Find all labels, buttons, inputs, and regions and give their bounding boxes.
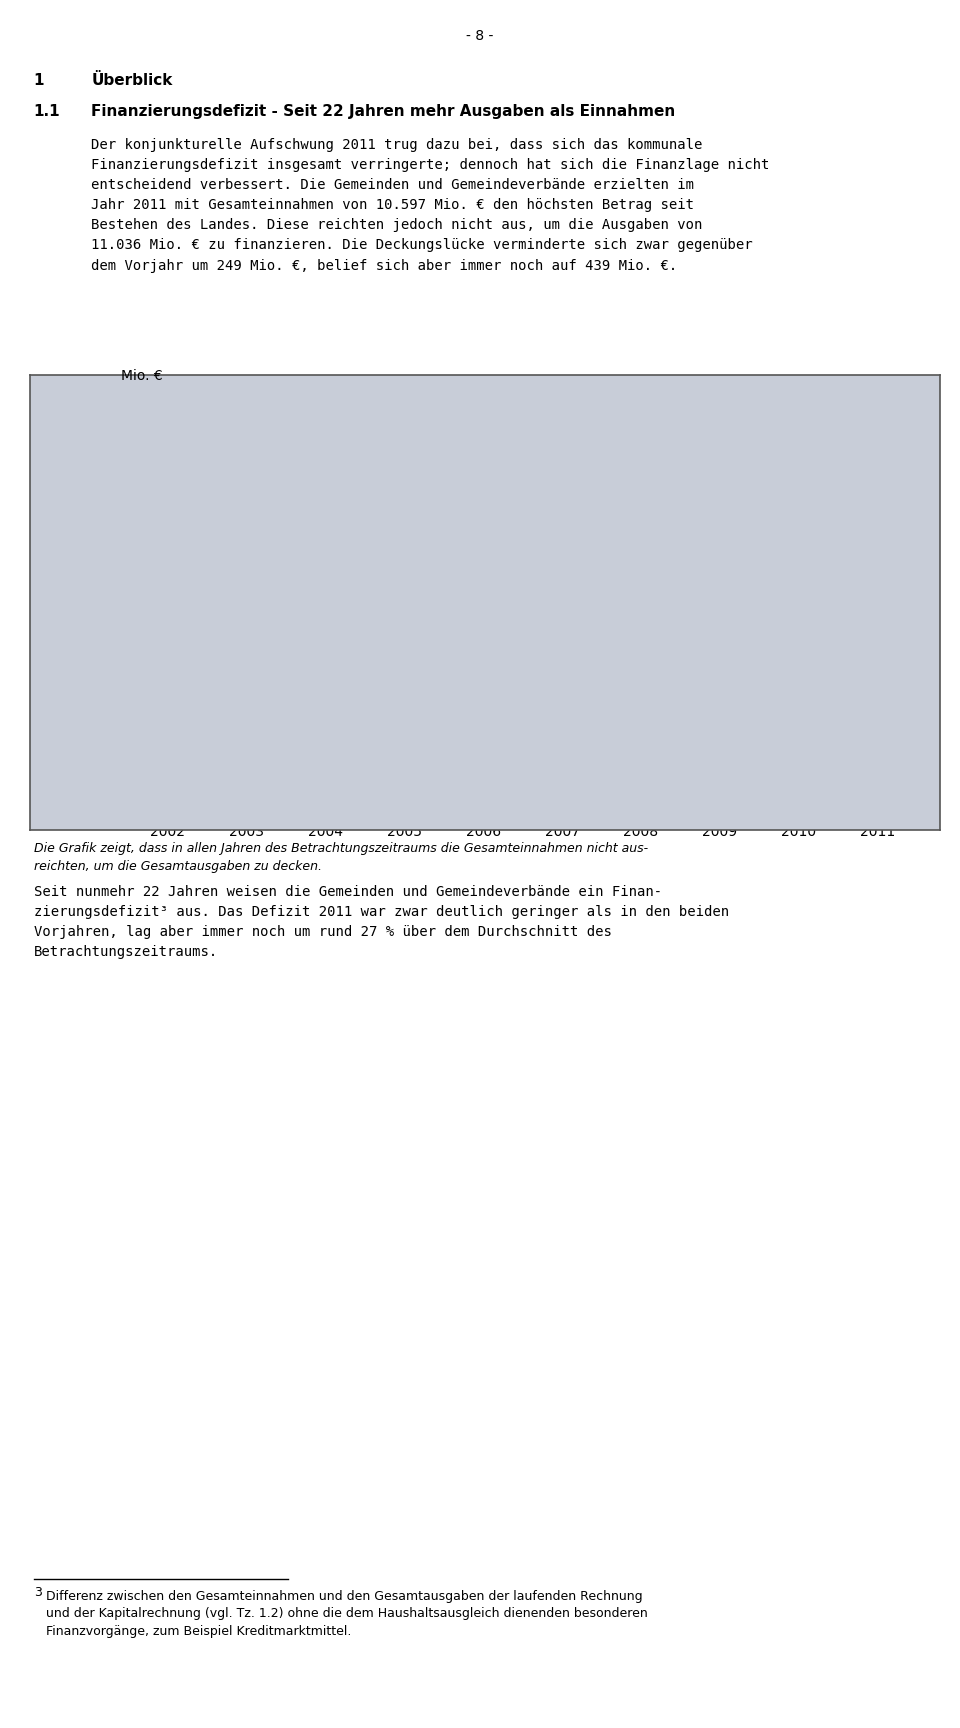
Text: 3: 3 (34, 1586, 41, 1600)
Text: Der konjunkturelle Aufschwung 2011 trug dazu bei, dass sich das kommunale
Finanz: Der konjunkturelle Aufschwung 2011 trug … (91, 138, 770, 273)
Text: Überblick: Überblick (91, 73, 173, 88)
Text: Gesamteinnahmen: Gesamteinnahmen (704, 676, 865, 689)
Text: Finanzierungsdefizit - Seit 22 Jahren mehr Ausgaben als Einnahmen: Finanzierungsdefizit - Seit 22 Jahren me… (91, 104, 676, 119)
Text: Gesamtausgaben: Gesamtausgaben (546, 503, 695, 518)
Text: 1: 1 (34, 73, 44, 88)
Text: Differenz zwischen den Gesamteinnahmen und den Gesamtausgaben der laufenden Rech: Differenz zwischen den Gesamteinnahmen u… (34, 1590, 647, 1638)
Text: 1.1: 1.1 (34, 104, 60, 119)
Text: Die Grafik zeigt, dass in allen Jahren des Betrachtungszeitraums die Gesamteinna: Die Grafik zeigt, dass in allen Jahren d… (34, 842, 648, 873)
Text: - 8 -: - 8 - (467, 29, 493, 43)
Text: Mio. €: Mio. € (121, 368, 163, 382)
Text: Seit nunmehr 22 Jahren weisen die Gemeinden und Gemeindeverbände ein Finan-
zier: Seit nunmehr 22 Jahren weisen die Gemein… (34, 885, 729, 959)
